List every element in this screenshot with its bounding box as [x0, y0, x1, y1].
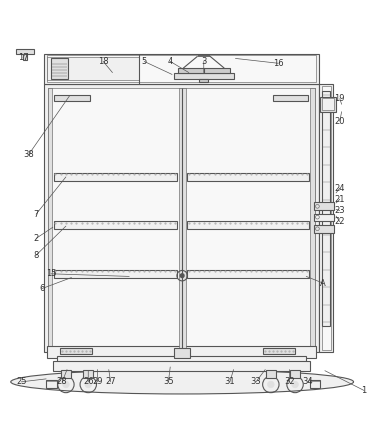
Text: A: A	[320, 278, 326, 287]
Text: 33: 33	[251, 377, 261, 386]
Bar	[48, 88, 52, 348]
Text: 8: 8	[33, 251, 39, 260]
Text: 27: 27	[105, 377, 116, 386]
Bar	[273, 95, 309, 101]
Bar	[53, 173, 177, 181]
Bar	[46, 380, 56, 388]
Text: 29: 29	[92, 377, 103, 386]
Bar	[61, 370, 71, 378]
Bar	[178, 68, 230, 72]
Bar	[53, 221, 177, 229]
Text: 6: 6	[39, 284, 45, 293]
Text: 22: 22	[334, 217, 345, 226]
Text: 5: 5	[141, 57, 147, 66]
Bar	[314, 225, 334, 233]
Bar	[47, 57, 138, 80]
Text: 15: 15	[46, 269, 56, 278]
Bar	[83, 370, 94, 378]
Bar	[263, 348, 295, 354]
Text: 2: 2	[33, 234, 39, 243]
Text: 4: 4	[168, 57, 173, 66]
Text: 18: 18	[98, 57, 108, 66]
Text: 3: 3	[201, 57, 206, 66]
Bar	[16, 49, 34, 54]
Bar	[43, 84, 319, 352]
Text: 26: 26	[83, 377, 94, 386]
Bar	[322, 91, 331, 326]
Bar	[314, 202, 334, 211]
Bar	[48, 88, 315, 348]
Bar	[174, 72, 234, 79]
Bar	[174, 348, 190, 358]
Text: 17: 17	[18, 53, 28, 62]
Text: 24: 24	[334, 184, 345, 193]
Bar	[53, 361, 310, 371]
Circle shape	[180, 274, 184, 278]
Bar	[179, 88, 186, 348]
Text: 35: 35	[163, 377, 174, 386]
Bar	[199, 79, 208, 81]
Text: 31: 31	[224, 377, 235, 386]
Text: 32: 32	[284, 377, 295, 386]
Bar	[290, 370, 300, 378]
Bar	[322, 86, 331, 350]
Bar	[266, 370, 276, 378]
Text: 34: 34	[303, 377, 313, 386]
Bar	[314, 214, 334, 221]
Text: 28: 28	[57, 377, 67, 386]
Circle shape	[292, 381, 298, 388]
Bar	[60, 348, 92, 354]
Text: 16: 16	[273, 59, 283, 68]
Bar	[51, 59, 68, 79]
Circle shape	[267, 381, 274, 388]
Text: 38: 38	[23, 150, 34, 159]
Bar	[319, 84, 334, 352]
Bar	[187, 173, 309, 181]
Text: 20: 20	[334, 117, 345, 126]
Text: 23: 23	[334, 206, 345, 215]
Circle shape	[62, 381, 69, 388]
Bar	[46, 55, 316, 81]
Text: 21: 21	[334, 195, 345, 204]
Bar	[47, 346, 316, 358]
Text: 25: 25	[16, 377, 27, 386]
Bar	[56, 356, 306, 364]
Bar	[53, 270, 177, 278]
Bar	[187, 221, 309, 229]
Bar	[320, 97, 336, 112]
Bar	[322, 98, 334, 110]
Bar	[43, 54, 319, 84]
Circle shape	[85, 381, 92, 388]
Bar	[187, 270, 309, 278]
Text: 19: 19	[334, 94, 345, 103]
Text: 7: 7	[33, 210, 39, 219]
Bar	[310, 380, 321, 388]
Bar	[54, 95, 90, 101]
Ellipse shape	[11, 370, 353, 394]
Text: 1: 1	[361, 386, 367, 395]
Bar	[310, 88, 315, 348]
Bar	[23, 54, 27, 60]
